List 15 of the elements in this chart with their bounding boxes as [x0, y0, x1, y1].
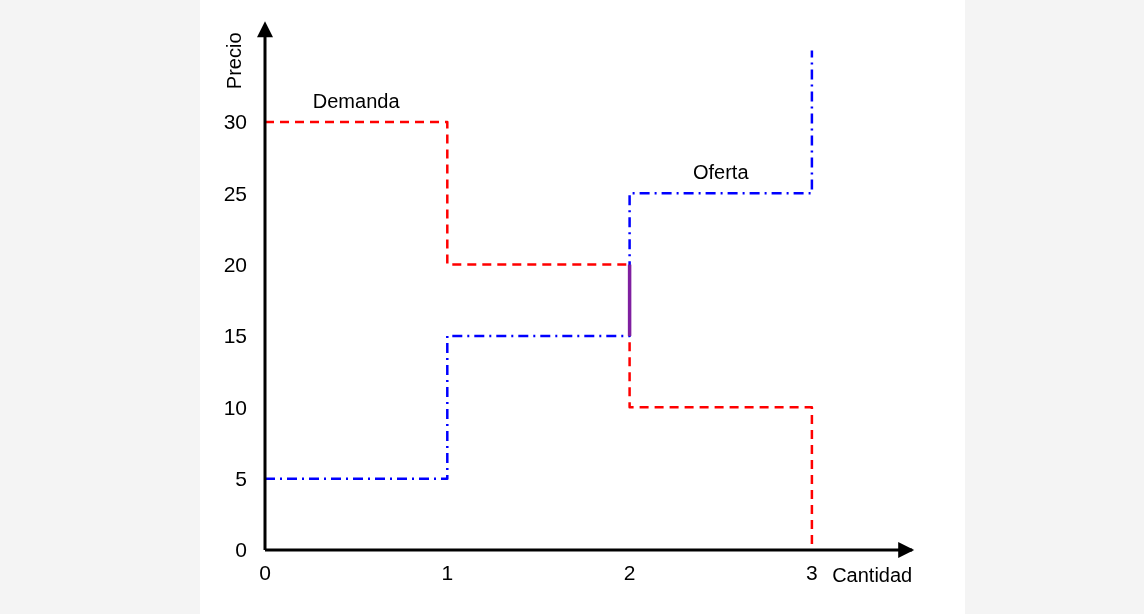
- y-tick-label: 25: [223, 181, 247, 205]
- y-tick-label: 15: [223, 324, 247, 348]
- y-tick-label: 10: [223, 395, 247, 419]
- y-tick-label: 5: [235, 467, 247, 490]
- x-tick-label: 2: [623, 561, 636, 584]
- y-axis-title: Precio: [223, 32, 245, 90]
- x-tick-label: 3: [806, 561, 818, 584]
- x-axis-title: Cantidad: [832, 564, 913, 586]
- x-tick-label: 0: [259, 561, 271, 584]
- y-tick-label: 20: [223, 252, 247, 276]
- x-tick-label: 1: [441, 561, 454, 584]
- y-tick-label: 0: [235, 538, 247, 562]
- y-tick-label: 30: [223, 110, 247, 134]
- series-label: Demanda: [312, 89, 401, 112]
- series-label: Oferta: [692, 161, 750, 184]
